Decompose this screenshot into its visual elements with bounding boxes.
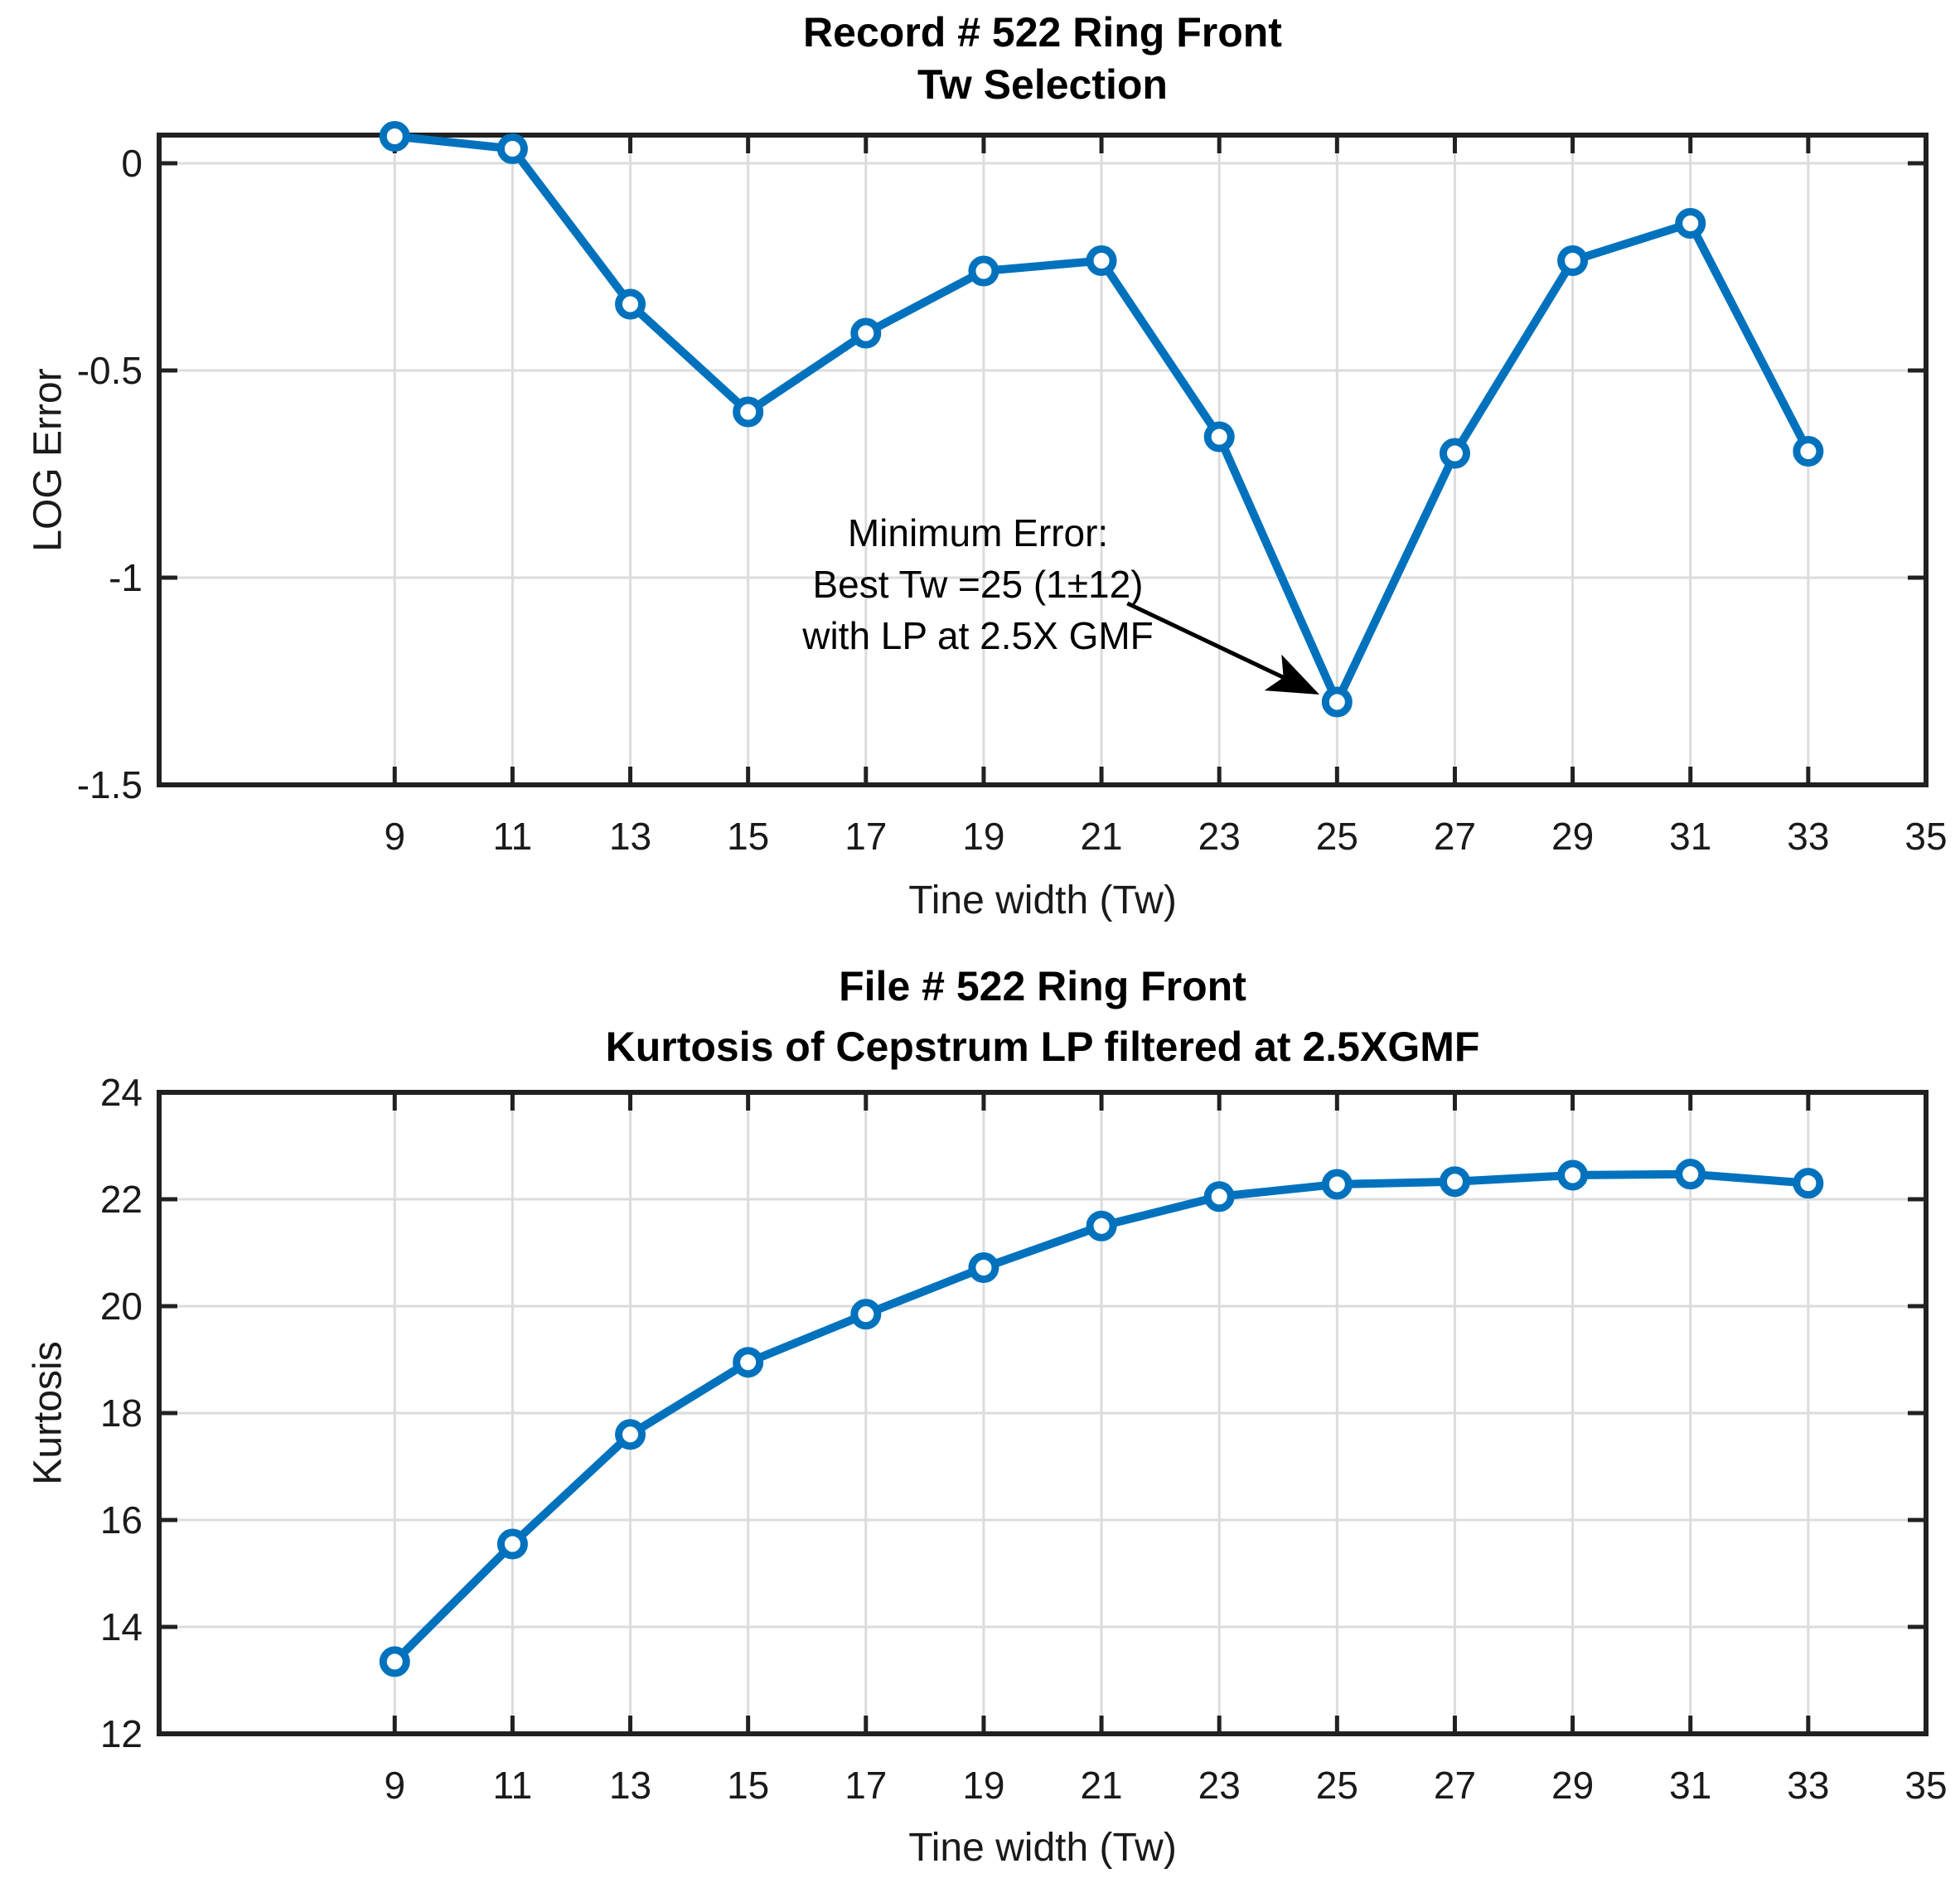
data-point-marker bbox=[615, 288, 646, 320]
data-point-marker bbox=[850, 317, 882, 349]
x-tick-label: 9 bbox=[384, 815, 405, 858]
y-tick-label: 20 bbox=[100, 1285, 143, 1328]
top-chart-xlabel: Tine width (Tw) bbox=[908, 879, 1177, 922]
data-point-marker bbox=[1203, 1181, 1235, 1213]
data-point-marker bbox=[850, 1299, 882, 1330]
y-tick-label: 22 bbox=[100, 1178, 143, 1221]
x-tick-label: 23 bbox=[1198, 1764, 1241, 1807]
x-tick-label: 25 bbox=[1316, 1764, 1358, 1807]
x-tick-label: 27 bbox=[1434, 1764, 1476, 1807]
x-tick-label: 29 bbox=[1551, 1764, 1594, 1807]
data-point-marker bbox=[496, 1528, 528, 1560]
data-point-marker bbox=[733, 1347, 764, 1378]
x-tick-label: 33 bbox=[1787, 815, 1829, 858]
x-tick-label: 25 bbox=[1316, 815, 1358, 858]
data-point-marker bbox=[1439, 1166, 1470, 1198]
x-tick-label: 11 bbox=[493, 815, 533, 858]
data-point-marker bbox=[1793, 1168, 1824, 1199]
x-tick-label: 31 bbox=[1669, 815, 1711, 858]
data-point-marker bbox=[1557, 1159, 1589, 1191]
data-point-marker bbox=[968, 1252, 999, 1284]
x-tick-label: 21 bbox=[1080, 1764, 1122, 1807]
x-tick-label: 35 bbox=[1904, 1764, 1947, 1807]
x-tick-label: 35 bbox=[1904, 815, 1947, 858]
data-point-marker bbox=[1086, 1210, 1117, 1242]
x-tick-label: 15 bbox=[727, 815, 769, 858]
data-point-marker bbox=[1675, 1159, 1706, 1190]
x-tick-label: 13 bbox=[609, 1764, 651, 1807]
x-tick-label: 29 bbox=[1551, 815, 1594, 858]
y-tick-label: -1 bbox=[109, 556, 143, 599]
x-tick-label: 27 bbox=[1434, 815, 1476, 858]
x-tick-label: 13 bbox=[609, 815, 651, 858]
y-tick-label: -0.5 bbox=[77, 349, 143, 392]
annotation-arrow-head bbox=[1264, 654, 1320, 695]
data-point-marker bbox=[379, 1646, 410, 1677]
bottom-chart-title-line2: Kurtosis of Cepstrum LP filtered at 2.5X… bbox=[605, 1024, 1480, 1070]
min-error-annotation: Minimum Error: Best Tw =25 (1±12) with L… bbox=[675, 507, 1280, 661]
bottom-chart-ylabel: Kurtosis bbox=[26, 1341, 70, 1485]
top-chart-ylabel: LOG Error bbox=[26, 368, 70, 552]
y-tick-label: 16 bbox=[100, 1498, 143, 1542]
y-tick-label: 18 bbox=[100, 1392, 143, 1435]
x-tick-label: 21 bbox=[1080, 815, 1122, 858]
x-tick-label: 9 bbox=[384, 1764, 405, 1807]
x-tick-label: 33 bbox=[1787, 1764, 1829, 1807]
x-tick-label: 17 bbox=[844, 1764, 887, 1807]
data-point-marker bbox=[733, 396, 764, 428]
y-tick-label: 14 bbox=[100, 1605, 143, 1648]
data-point-marker bbox=[1321, 686, 1353, 718]
x-tick-label: 23 bbox=[1198, 815, 1241, 858]
y-tick-label: 24 bbox=[100, 1071, 143, 1114]
y-tick-label: 12 bbox=[100, 1712, 143, 1755]
y-tick-label: 0 bbox=[121, 142, 143, 185]
bottom-chart-xlabel: Tine width (Tw) bbox=[908, 1826, 1177, 1870]
x-tick-label: 19 bbox=[962, 815, 1004, 858]
bottom-chart-title-line1: File # 522 Ring Front bbox=[839, 963, 1246, 1009]
annotation-line-1: Minimum Error: bbox=[847, 511, 1109, 554]
data-point-marker bbox=[1439, 438, 1470, 469]
axes-box bbox=[157, 133, 1929, 787]
data-point-marker bbox=[496, 133, 528, 164]
data-point-marker bbox=[1086, 245, 1117, 276]
data-point-marker bbox=[1675, 208, 1706, 239]
x-tick-label: 19 bbox=[962, 1764, 1004, 1807]
x-tick-label: 17 bbox=[844, 815, 887, 858]
annotation-line-3: with LP at 2.5X GMF bbox=[802, 614, 1154, 657]
annotation-arrow-shaft bbox=[1126, 601, 1285, 680]
annotation-line-2: Best Tw =25 (1±12) bbox=[812, 563, 1144, 606]
x-tick-label: 11 bbox=[493, 1764, 533, 1807]
data-point-marker bbox=[968, 255, 999, 287]
top-chart-title-line2: Tw Selection bbox=[917, 61, 1168, 108]
data-point-marker bbox=[1321, 1169, 1353, 1200]
data-point-marker bbox=[379, 121, 410, 152]
y-tick-label: -1.5 bbox=[77, 763, 143, 806]
data-point-marker bbox=[1793, 436, 1824, 467]
data-point-marker bbox=[1203, 421, 1235, 453]
x-tick-label: 31 bbox=[1669, 1764, 1711, 1807]
data-point-marker bbox=[1557, 245, 1589, 276]
top-chart-title-line1: Record # 522 Ring Front bbox=[803, 9, 1282, 56]
data-point-marker bbox=[615, 1419, 646, 1450]
x-tick-label: 15 bbox=[727, 1764, 769, 1807]
